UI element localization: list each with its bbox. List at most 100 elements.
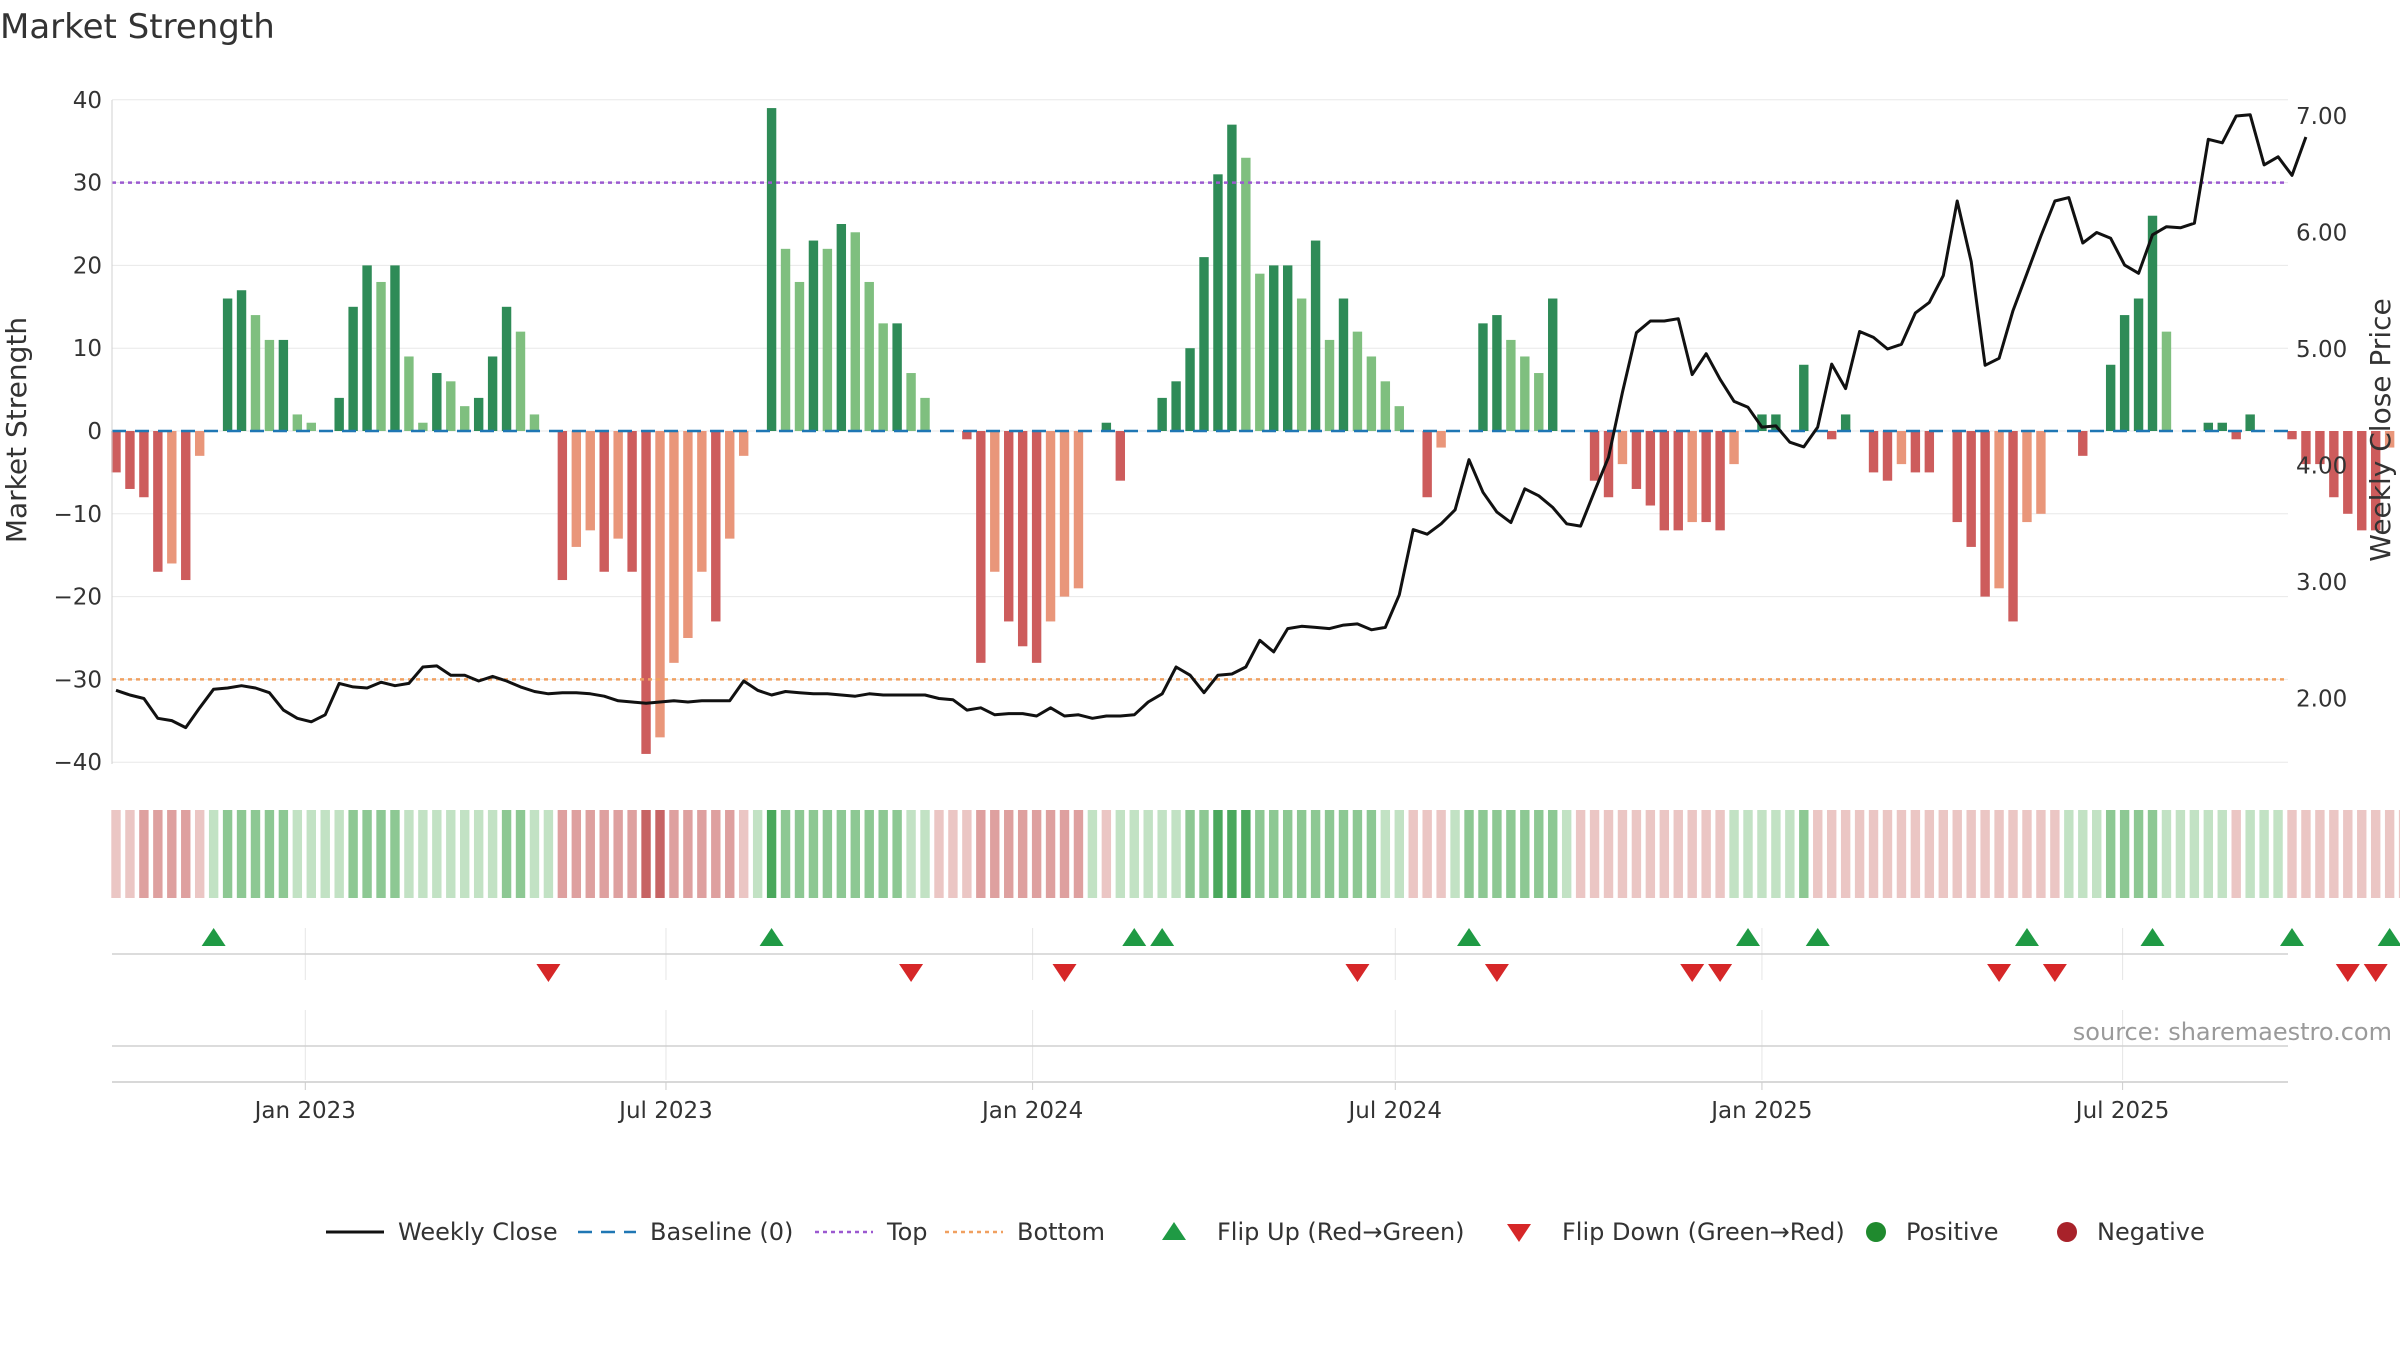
y-tick-label: 10	[73, 336, 102, 362]
strength-bar	[822, 248, 833, 431]
strength-bar	[306, 422, 316, 431]
y-tick-label: 20	[73, 253, 102, 279]
regime-cell	[794, 810, 805, 898]
legend-label: Positive	[1906, 1218, 1999, 1246]
strength-bar	[2078, 431, 2088, 456]
strength-bar	[1059, 431, 1070, 597]
strength-bar	[473, 397, 484, 431]
regime-cell	[1729, 810, 1739, 898]
strength-bar	[1213, 174, 1223, 431]
regime-cell	[1394, 810, 1404, 898]
legend-item: Flip Down (Green→Red)	[1507, 1218, 1845, 1246]
regime-cell	[487, 810, 498, 898]
y-tick-label: 0	[87, 419, 102, 445]
regime-cell	[725, 810, 735, 898]
strength-bar	[2147, 215, 2158, 431]
strength-bar	[194, 431, 205, 456]
strength-bar	[1199, 257, 1209, 431]
regime-cell	[1673, 810, 1683, 898]
flip-down-marker	[1484, 964, 1509, 982]
regime-cell	[1101, 810, 1112, 898]
strength-bar	[1296, 298, 1307, 431]
regime-cell	[1603, 810, 1614, 898]
strength-bar	[2133, 298, 2144, 431]
regime-cell	[920, 810, 930, 898]
regime-cell	[1352, 810, 1363, 898]
regime-cell	[948, 810, 958, 898]
flip-up-marker	[1150, 928, 1175, 946]
strength-bar	[515, 331, 526, 431]
regime-cell	[1157, 810, 1167, 898]
y-tick-label: −30	[53, 667, 102, 693]
regime-cell	[2133, 810, 2144, 898]
regime-cell	[2370, 810, 2381, 898]
regime-cell	[1129, 810, 1139, 898]
regime-cell	[822, 810, 833, 898]
strength-bar	[906, 373, 916, 431]
regime-cell	[1854, 810, 1865, 898]
regime-cell	[1882, 810, 1893, 898]
strength-bar	[2231, 431, 2241, 440]
regime-cell	[139, 810, 149, 898]
regime-cell	[1520, 810, 1530, 898]
axes: 40 30 20 10 0 −10 −20 −30 −40 7.00 6.00 5.00 4.00 3.0…	[53, 88, 2347, 776]
flip-down-marker	[899, 964, 924, 982]
flip-up-marker	[2377, 928, 2400, 946]
flip-up-marker	[1457, 928, 1482, 946]
legend-item: Top	[815, 1218, 928, 1246]
strength-bar	[711, 431, 721, 622]
strength-bar	[1045, 431, 1056, 622]
regime-cell	[1659, 810, 1670, 898]
legend-label: Bottom	[1017, 1218, 1105, 1246]
y2-tick-label: 7.00	[2296, 104, 2347, 130]
strength-bar	[780, 248, 791, 431]
flip-up-marker	[759, 928, 784, 946]
strength-bar	[125, 431, 135, 489]
regime-cell	[571, 810, 582, 898]
x-tick-label: Jul 2024	[1346, 1098, 1442, 1124]
regime-cell	[1492, 810, 1502, 898]
x-tick-label: Jan 2023	[253, 1098, 356, 1124]
x-tick-label: Jul 2023	[617, 1098, 713, 1124]
strength-bar	[1422, 431, 1432, 498]
flip-up-marker	[1805, 928, 1830, 946]
strength-bar	[2008, 431, 2018, 622]
strength-bar	[683, 431, 693, 638]
strength-bar	[2301, 431, 2311, 465]
strength-bar	[1687, 431, 1697, 523]
regime-cell	[432, 810, 442, 898]
regime-cell	[334, 810, 344, 898]
regime-cell	[1952, 810, 1962, 898]
strength-bar	[1924, 431, 1935, 473]
regime-cell	[529, 810, 540, 898]
regime-cell	[2231, 810, 2241, 898]
regime-cell	[1408, 810, 1418, 898]
legend-label: Flip Up (Red→Green)	[1217, 1218, 1465, 1246]
regime-strip	[111, 810, 2400, 898]
regime-cell	[2315, 810, 2325, 898]
x-tick-label: Jan 2025	[1709, 1098, 1812, 1124]
strength-bar	[153, 431, 163, 572]
legend-item: Positive	[1866, 1218, 1999, 1246]
regime-cell	[1701, 810, 1711, 898]
strength-bar	[529, 414, 540, 431]
strength-bar	[1896, 431, 1907, 465]
regime-cell	[1687, 810, 1697, 898]
strength-bars	[111, 108, 2395, 754]
regime-cell	[376, 810, 386, 898]
regime-cell	[1645, 810, 1656, 898]
regime-cell	[515, 810, 526, 898]
strength-bar	[278, 339, 289, 431]
regime-cell	[1366, 810, 1377, 898]
legend-label: Baseline (0)	[650, 1218, 793, 1246]
regime-cell	[208, 810, 219, 898]
regime-cell	[1631, 810, 1642, 898]
strength-bar	[641, 431, 651, 754]
regime-cell	[808, 810, 819, 898]
regime-cell	[1213, 810, 1223, 898]
strength-bar	[725, 431, 735, 539]
strength-bar	[2343, 431, 2353, 514]
regime-cell	[1310, 810, 1321, 898]
regime-cell	[446, 810, 456, 898]
x-tick-label: Jan 2024	[980, 1098, 1083, 1124]
